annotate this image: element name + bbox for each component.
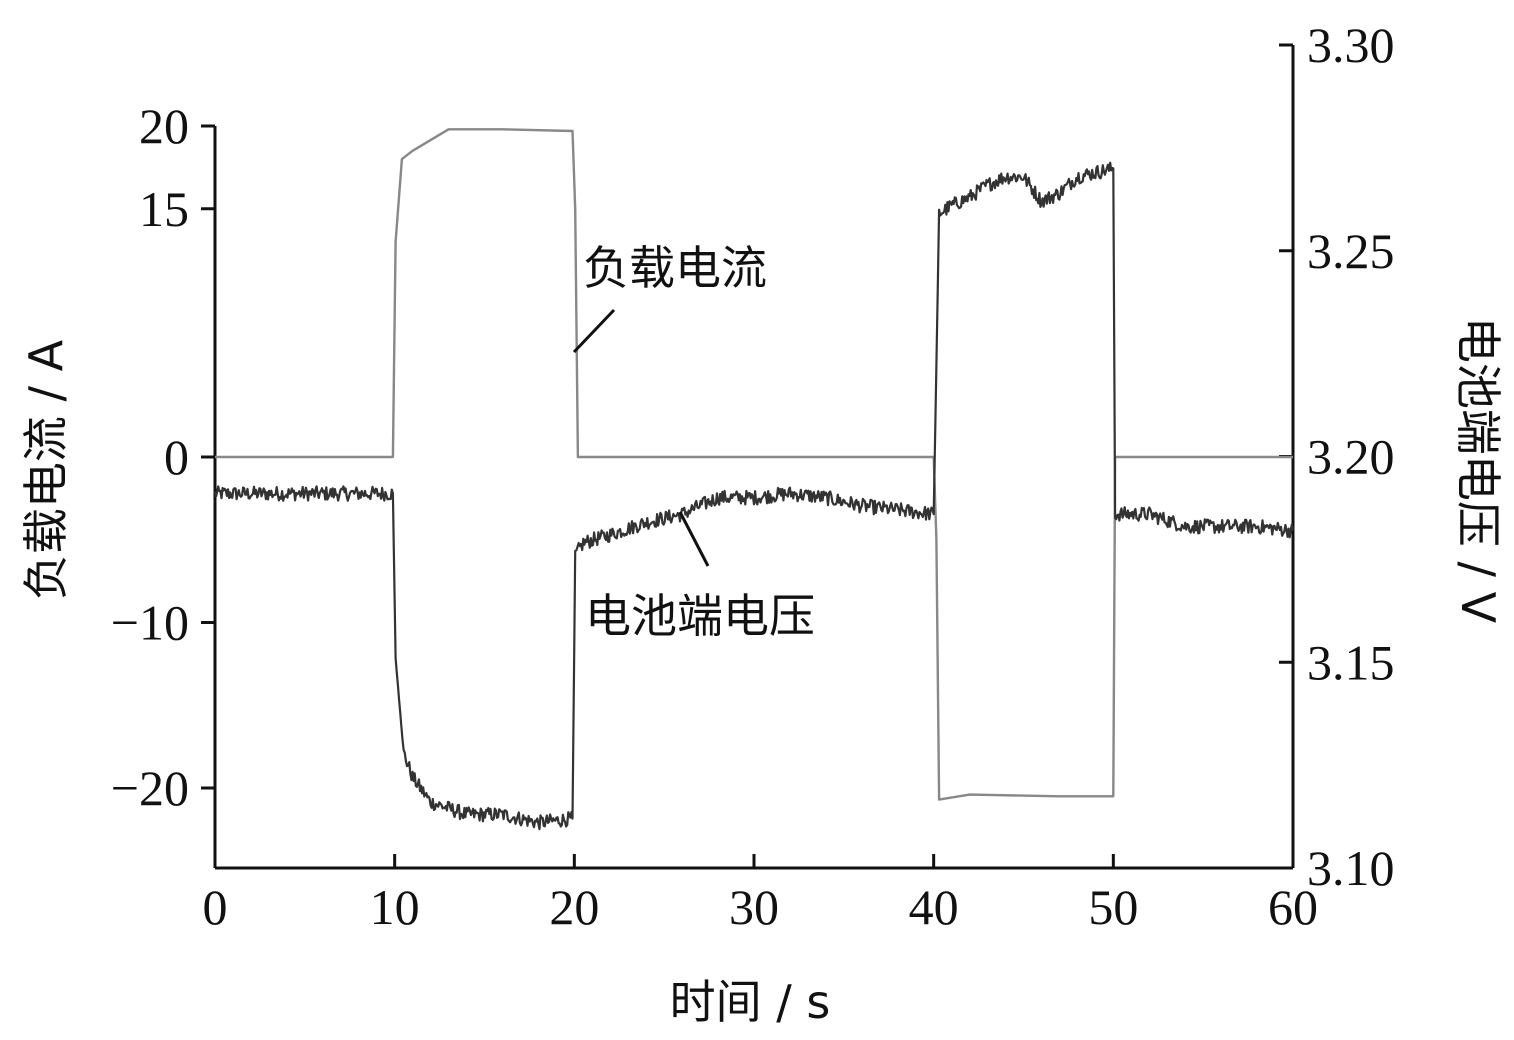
right-tick-label-1: 3.15 — [1307, 634, 1395, 690]
left-tick-label-3: 15 — [139, 181, 189, 237]
tick-labels: 0 10 20 30 40 50 60 −20 −10 0 15 20 3.10 3.15 3.20 3.25… — [111, 17, 1395, 935]
voltage-annotation-label: 电池端电压 — [585, 589, 815, 643]
right-tick-label-2: 3.20 — [1307, 429, 1395, 485]
x-tick-label-0: 0 — [203, 879, 228, 935]
right-tick-label-3: 3.25 — [1307, 223, 1395, 279]
current-annotation-leader — [572, 308, 616, 354]
series-layer — [213, 128, 1295, 831]
right-tick-label-4: 3.30 — [1307, 17, 1395, 73]
x-tick-label-20: 20 — [549, 879, 599, 935]
x-tick-label-50: 50 — [1088, 879, 1138, 935]
right-tick-label-0: 3.10 — [1307, 840, 1395, 896]
voltage-series-line — [213, 161, 1295, 831]
current-annotation-label: 负载电流 — [583, 241, 767, 295]
left-tick-label-1: −10 — [111, 595, 189, 651]
x-axis-title: 时间 / s — [670, 975, 831, 1029]
voltage-annotation-leader — [678, 511, 710, 567]
left-tick-label-4: 20 — [139, 98, 189, 154]
x-tick-label-60: 60 — [1268, 879, 1318, 935]
left-tick-label-2: 0 — [164, 429, 189, 485]
right-y-axis-title: 电池端电压 / V — [1451, 317, 1505, 624]
x-tick-label-10: 10 — [370, 879, 420, 935]
left-tick-label-0: −20 — [111, 760, 189, 816]
current-series-line — [215, 128, 1293, 801]
axes — [201, 43, 1295, 870]
x-tick-label-30: 30 — [729, 879, 779, 935]
x-tick-label-40: 40 — [909, 879, 959, 935]
left-y-axis-title: 负载电流 / A — [19, 339, 73, 600]
